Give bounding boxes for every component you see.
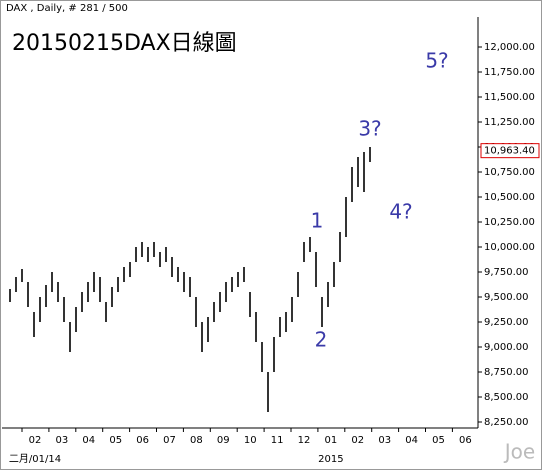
x-tick-label: 10: [244, 435, 257, 446]
x-tick-label: 12: [298, 435, 311, 446]
last-price-label: 10,963.40: [484, 146, 535, 157]
x-tick-label: 06: [136, 435, 149, 446]
x-tick-label: 09: [217, 435, 230, 446]
x-sublabel: 2015: [318, 454, 343, 465]
watermark: Joe: [503, 440, 535, 464]
x-tick-label: 08: [190, 435, 203, 446]
x-tick-label: 01: [325, 435, 338, 446]
last-price-box: [480, 143, 540, 159]
annotation: 5?: [425, 49, 448, 73]
y-tick-label: 12,000.00: [484, 42, 535, 53]
y-tick-label: 8,750.00: [484, 367, 529, 378]
chart-title: 20150215DAX日線圖: [12, 31, 237, 56]
y-tick-label: 11,750.00: [484, 67, 535, 78]
y-tick-label: 10,750.00: [484, 167, 535, 178]
y-tick-label: 8,250.00: [484, 417, 529, 428]
x-tick-label: 03: [378, 435, 391, 446]
x-tick-label: 04: [405, 435, 418, 446]
x-tick-label: 05: [109, 435, 122, 446]
annotation: 4?: [389, 200, 412, 224]
y-tick-label: 10,250.00: [484, 217, 535, 228]
x-tick-label: 03: [56, 435, 69, 446]
y-tick-label: 9,750.00: [484, 267, 529, 278]
annotation: 3?: [358, 117, 381, 141]
x-tick-label: 06: [459, 435, 472, 446]
y-tick-label: 10,000.00: [484, 242, 535, 253]
x-tick-label: 04: [82, 435, 95, 446]
x-tick-label: 05: [432, 435, 445, 446]
x-tick-label: 02: [29, 435, 42, 446]
x-tick-label: 02: [351, 435, 364, 446]
y-tick-label: 11,250.00: [484, 117, 535, 128]
y-tick-label: 9,500.00: [484, 292, 529, 303]
y-tick-label: 10,500.00: [484, 192, 535, 203]
x-tick-label: 07: [163, 435, 176, 446]
annotation: 1: [311, 209, 324, 233]
x-sublabel: 二月/01/14: [9, 453, 61, 465]
annotation: 2: [315, 328, 328, 352]
header: DAX , Daily, # 281 / 500: [6, 3, 128, 14]
y-tick-label: 11,500.00: [484, 92, 535, 103]
y-tick-label: 8,500.00: [484, 392, 529, 403]
y-tick-label: 9,000.00: [484, 342, 529, 353]
y-tick-label: 9,250.00: [484, 317, 529, 328]
x-tick-label: 11: [271, 435, 284, 446]
